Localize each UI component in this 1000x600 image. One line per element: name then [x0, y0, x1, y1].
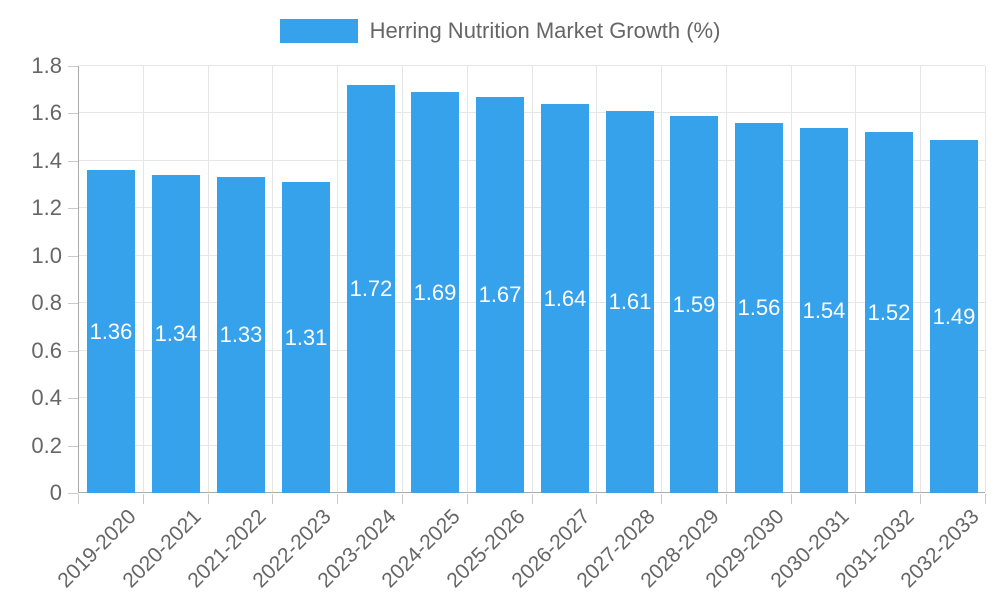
bar-value-label: 1.49	[932, 304, 976, 329]
x-gridline	[208, 66, 209, 492]
legend-swatch-icon	[279, 19, 358, 43]
y-axis-tick	[68, 446, 78, 447]
y-axis-label: 0.2	[31, 433, 62, 458]
bar-value-label: 1.67	[478, 282, 522, 307]
y-gridline	[79, 65, 985, 66]
y-axis-tick	[68, 161, 78, 162]
x-axis-tick	[402, 494, 403, 504]
y-axis-label: 0.6	[31, 338, 62, 363]
bar[interactable]	[865, 132, 913, 493]
x-axis-tick	[78, 494, 79, 504]
x-axis-tick	[920, 494, 921, 504]
x-gridline	[985, 66, 986, 492]
x-gridline	[467, 66, 468, 492]
bar[interactable]	[476, 97, 524, 493]
y-axis-label: 1.8	[31, 53, 62, 78]
plot-area: 1.36 1.34 1.33 1.31 1.72 1.69 1.67 1.64 1.61 1.59…	[78, 65, 986, 493]
bar-value-label: 1.34	[154, 321, 198, 346]
x-axis-tick	[467, 494, 468, 504]
bar-value-label: 1.59	[672, 292, 716, 317]
x-axis-tick	[272, 494, 273, 504]
bar[interactable]	[347, 85, 395, 493]
x-axis-tick	[532, 494, 533, 504]
bar-value-label: 1.54	[802, 298, 846, 323]
bar-value-label: 1.61	[608, 289, 652, 314]
x-axis-tick	[208, 494, 209, 504]
x-gridline	[402, 66, 403, 492]
y-axis-label: 1.4	[31, 148, 62, 173]
y-axis-label: 1.2	[31, 195, 62, 220]
y-axis-tick	[68, 208, 78, 209]
x-axis-tick	[143, 494, 144, 504]
bar-value-label: 1.69	[413, 280, 457, 305]
legend-label: Herring Nutrition Market Growth (%)	[369, 18, 721, 43]
x-axis-tick	[337, 494, 338, 504]
bar-value-label: 1.56	[737, 295, 781, 320]
x-axis-tick	[596, 494, 597, 504]
bar[interactable]	[152, 175, 200, 493]
y-axis-label: 1.0	[31, 243, 62, 268]
y-axis-label: 0.4	[31, 385, 62, 410]
x-axis-tick	[855, 494, 856, 504]
bar-value-label: 1.36	[89, 319, 133, 344]
x-gridline	[532, 66, 533, 492]
y-axis-tick	[68, 493, 78, 494]
x-axis-tick	[661, 494, 662, 504]
y-axis-tick	[68, 303, 78, 304]
bar[interactable]	[670, 116, 718, 493]
bar[interactable]	[541, 104, 589, 493]
bar[interactable]	[800, 128, 848, 493]
bar[interactable]	[606, 111, 654, 493]
x-gridline	[661, 66, 662, 492]
y-axis-tick	[68, 398, 78, 399]
bar-value-label: 1.52	[867, 300, 911, 325]
y-axis-tick	[68, 113, 78, 114]
bar[interactable]	[282, 182, 330, 493]
x-axis-tick	[726, 494, 727, 504]
y-axis-label: 0	[49, 480, 62, 505]
x-gridline	[855, 66, 856, 492]
legend[interactable]: Herring Nutrition Market Growth (%)	[0, 19, 1000, 43]
bar[interactable]	[930, 140, 978, 493]
x-axis-tick	[985, 494, 986, 504]
bar-value-label: 1.64	[543, 286, 587, 311]
y-axis-tick	[68, 66, 78, 67]
x-gridline	[920, 66, 921, 492]
x-gridline	[272, 66, 273, 492]
y-axis-label: 0.8	[31, 290, 62, 315]
bar[interactable]	[411, 92, 459, 493]
y-axis-label: 1.6	[31, 100, 62, 125]
x-gridline	[337, 66, 338, 492]
bar-value-label: 1.33	[219, 322, 263, 347]
bar[interactable]	[217, 177, 265, 493]
x-gridline	[143, 66, 144, 492]
bar-value-label: 1.31	[284, 325, 328, 350]
bar[interactable]	[87, 170, 135, 493]
bar[interactable]	[735, 123, 783, 493]
x-gridline	[791, 66, 792, 492]
x-axis-tick	[791, 494, 792, 504]
y-axis-tick	[68, 351, 78, 352]
y-axis-tick	[68, 256, 78, 257]
bar-value-label: 1.72	[349, 276, 393, 301]
x-gridline	[726, 66, 727, 492]
x-gridline	[596, 66, 597, 492]
